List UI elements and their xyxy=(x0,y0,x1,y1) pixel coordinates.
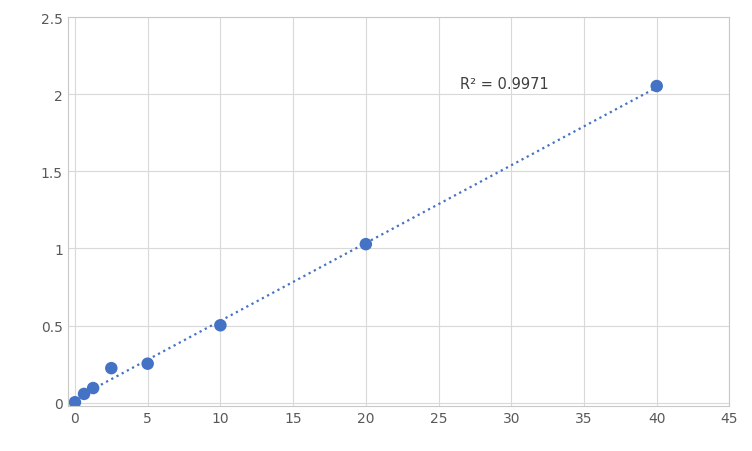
Point xyxy=(141,360,153,368)
Text: R² = 0.9971: R² = 0.9971 xyxy=(460,77,549,92)
Point xyxy=(69,399,81,406)
Point xyxy=(650,83,663,91)
Point xyxy=(105,365,117,372)
Point xyxy=(87,385,99,392)
Point xyxy=(214,322,226,329)
Point xyxy=(78,391,90,398)
Point xyxy=(359,241,371,248)
